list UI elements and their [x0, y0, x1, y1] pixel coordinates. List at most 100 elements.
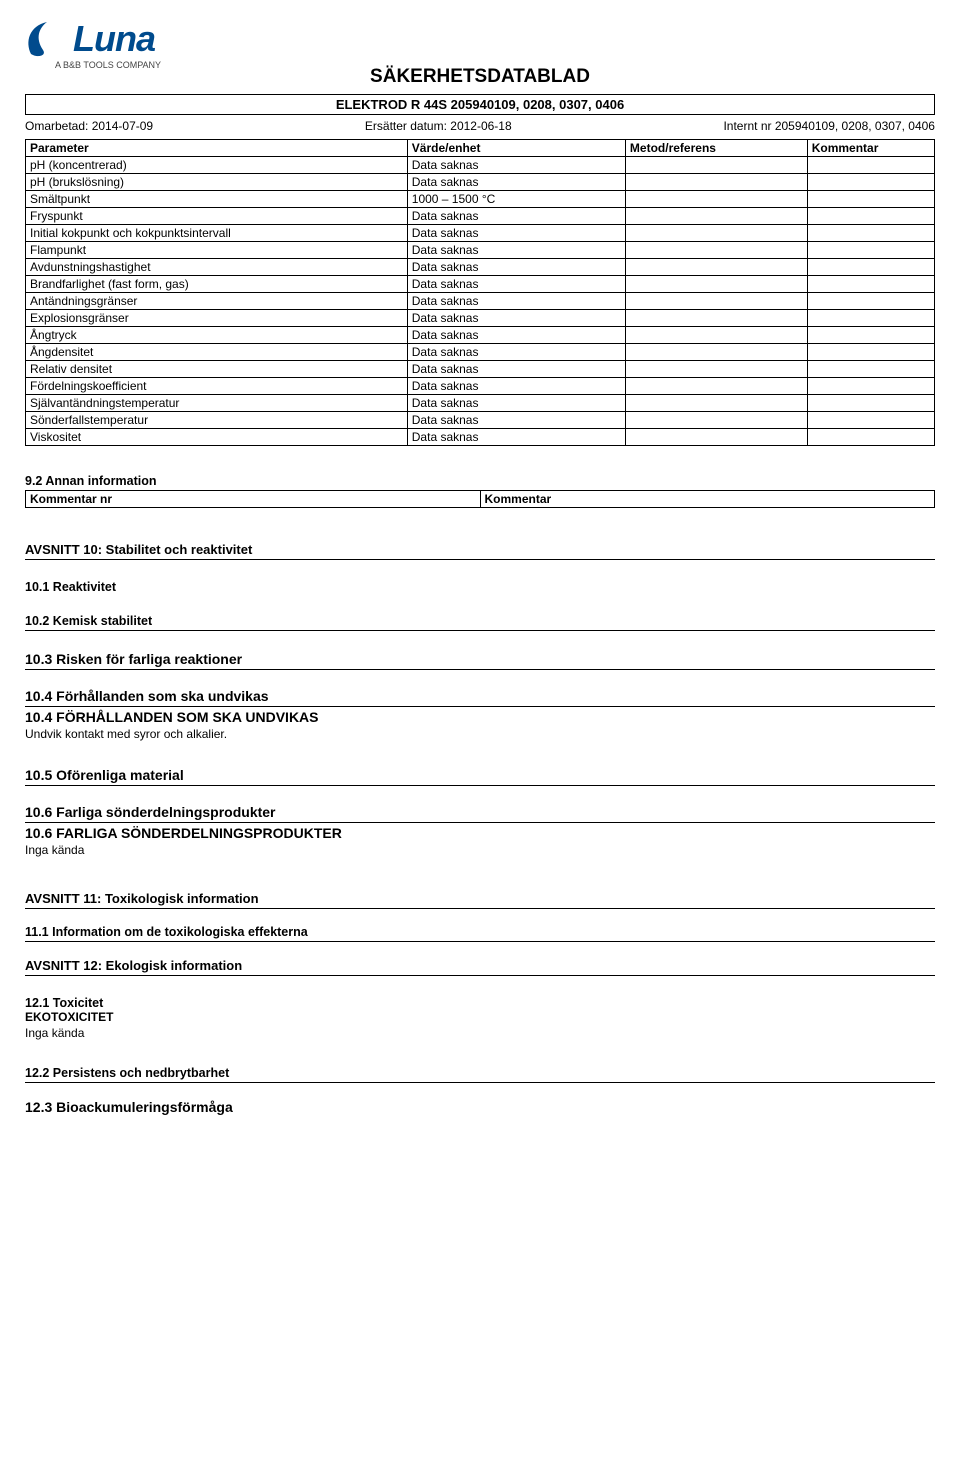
cell-parameter: Initial kokpunkt och kokpunktsintervall — [26, 225, 408, 242]
cell-method — [625, 344, 807, 361]
table-row: FryspunktData saknas — [26, 208, 935, 225]
cell-parameter: Fördelningskoefficient — [26, 378, 408, 395]
cell-comment — [807, 242, 934, 259]
cell-comment — [807, 310, 934, 327]
product-title: ELEKTROD R 44S 205940109, 0208, 0307, 04… — [25, 94, 935, 115]
cell-comment — [807, 276, 934, 293]
cell-value: Data saknas — [407, 310, 625, 327]
table-row: Smältpunkt1000 – 1500 °C — [26, 191, 935, 208]
cell-parameter: Sönderfallstemperatur — [26, 412, 408, 429]
cell-comment — [807, 361, 934, 378]
page-title: SÄKERHETSDATABLAD — [25, 66, 935, 88]
table-row: ViskositetData saknas — [26, 429, 935, 446]
cell-value: Data saknas — [407, 344, 625, 361]
section-10-4-text: Undvik kontakt med syror och alkalier. — [25, 727, 935, 741]
table-row: pH (koncentrerad)Data saknas — [26, 157, 935, 174]
comment-table: Kommentar nr Kommentar — [25, 490, 935, 508]
cell-comment — [807, 293, 934, 310]
table-row: Initial kokpunkt och kokpunktsintervallD… — [26, 225, 935, 242]
cell-comment — [807, 395, 934, 412]
section-10-3: 10.3 Risken för farliga reaktioner — [25, 651, 935, 670]
th-parameter: Parameter — [26, 140, 408, 157]
cell-parameter: Viskositet — [26, 429, 408, 446]
logo-main: Luna — [25, 20, 935, 58]
th-comment: Kommentar — [807, 140, 934, 157]
cell-value: Data saknas — [407, 429, 625, 446]
cell-value: Data saknas — [407, 208, 625, 225]
section-10-5: 10.5 Oförenliga material — [25, 767, 935, 786]
cell-method — [625, 395, 807, 412]
avsnitt-10-title: AVSNITT 10: Stabilitet och reaktivitet — [25, 542, 935, 560]
cell-parameter: Explosionsgränser — [26, 310, 408, 327]
cell-value: Data saknas — [407, 293, 625, 310]
replaces-date: Ersätter datum: 2012-06-18 — [365, 119, 512, 133]
cell-comment — [807, 259, 934, 276]
section-10-4b: 10.4 FÖRHÅLLANDEN SOM SKA UNDVIKAS — [25, 709, 935, 725]
cell-comment — [807, 225, 934, 242]
cell-value: Data saknas — [407, 174, 625, 191]
cell-method — [625, 412, 807, 429]
section-12-1: 12.1 Toxicitet — [25, 996, 935, 1010]
cell-parameter: Ångdensitet — [26, 344, 408, 361]
cell-value: 1000 – 1500 °C — [407, 191, 625, 208]
cell-value: Data saknas — [407, 361, 625, 378]
table-row: FördelningskoefficientData saknas — [26, 378, 935, 395]
cell-method — [625, 293, 807, 310]
logo-block: Luna A B&B TOOLS COMPANY — [25, 20, 935, 70]
section-10-2: 10.2 Kemisk stabilitet — [25, 614, 935, 631]
table-row: SjälvantändningstemperaturData saknas — [26, 395, 935, 412]
cell-parameter: pH (brukslösning) — [26, 174, 408, 191]
cell-parameter: Brandfarlighet (fast form, gas) — [26, 276, 408, 293]
cell-method — [625, 191, 807, 208]
section-12-1-text: Inga kända — [25, 1026, 935, 1040]
cell-parameter: Antändningsgränser — [26, 293, 408, 310]
section-10-6b: 10.6 FARLIGA SÖNDERDELNINGSPRODUKTER — [25, 825, 935, 841]
cell-parameter: Ångtryck — [26, 327, 408, 344]
cell-method — [625, 259, 807, 276]
table-row: Relativ densitetData saknas — [26, 361, 935, 378]
section-12-1b: EKOTOXICITET — [25, 1010, 935, 1024]
cell-method — [625, 378, 807, 395]
section-10-1: 10.1 Reaktivitet — [25, 580, 935, 594]
cell-parameter: Avdunstningshastighet — [26, 259, 408, 276]
cell-comment — [807, 429, 934, 446]
cell-comment — [807, 191, 934, 208]
cell-value: Data saknas — [407, 378, 625, 395]
cell-value: Data saknas — [407, 157, 625, 174]
table-row: SönderfallstemperaturData saknas — [26, 412, 935, 429]
swoosh-icon — [25, 20, 69, 58]
cell-comment — [807, 412, 934, 429]
table-row: FlampunktData saknas — [26, 242, 935, 259]
cell-parameter: pH (koncentrerad) — [26, 157, 408, 174]
cell-method — [625, 242, 807, 259]
table-row: ÅngdensitetData saknas — [26, 344, 935, 361]
section-10-4a: 10.4 Förhållanden som ska undvikas — [25, 688, 935, 707]
table-row: AvdunstningshastighetData saknas — [26, 259, 935, 276]
cell-comment — [807, 174, 934, 191]
cell-method — [625, 157, 807, 174]
section-12-3: 12.3 Bioackumuleringsförmåga — [25, 1099, 935, 1117]
cell-comment — [807, 208, 934, 225]
cell-comment — [807, 327, 934, 344]
cell-value: Data saknas — [407, 395, 625, 412]
table-row: AntändningsgränserData saknas — [26, 293, 935, 310]
cell-method — [625, 174, 807, 191]
th-comment: Kommentar — [480, 491, 935, 508]
table-header-row: Parameter Värde/enhet Metod/referens Kom… — [26, 140, 935, 157]
table-row: pH (brukslösning)Data saknas — [26, 174, 935, 191]
section-9-2-title: 9.2 Annan information — [25, 474, 935, 488]
avsnitt-11-title: AVSNITT 11: Toxikologisk information — [25, 891, 935, 909]
cell-comment — [807, 344, 934, 361]
section-12-2: 12.2 Persistens och nedbrytbarhet — [25, 1066, 935, 1083]
cell-parameter: Flampunkt — [26, 242, 408, 259]
cell-parameter: Relativ densitet — [26, 361, 408, 378]
th-value: Värde/enhet — [407, 140, 625, 157]
parameter-table: Parameter Värde/enhet Metod/referens Kom… — [25, 139, 935, 446]
section-10-6-text: Inga kända — [25, 843, 935, 857]
cell-method — [625, 225, 807, 242]
table-row: ÅngtryckData saknas — [26, 327, 935, 344]
cell-value: Data saknas — [407, 412, 625, 429]
section-10-6a: 10.6 Farliga sönderdelningsprodukter — [25, 804, 935, 823]
table-row: ExplosionsgränserData saknas — [26, 310, 935, 327]
meta-row: Omarbetad: 2014-07-09 Ersätter datum: 20… — [25, 119, 935, 133]
